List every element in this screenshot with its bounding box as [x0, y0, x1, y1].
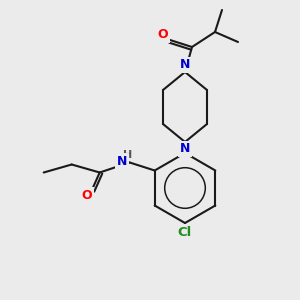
Text: H: H — [123, 149, 132, 160]
Text: N: N — [180, 58, 190, 71]
Text: N: N — [180, 142, 190, 155]
Text: O: O — [158, 28, 168, 41]
Text: O: O — [81, 189, 92, 202]
Text: Cl: Cl — [178, 226, 192, 239]
Text: N: N — [116, 155, 127, 168]
